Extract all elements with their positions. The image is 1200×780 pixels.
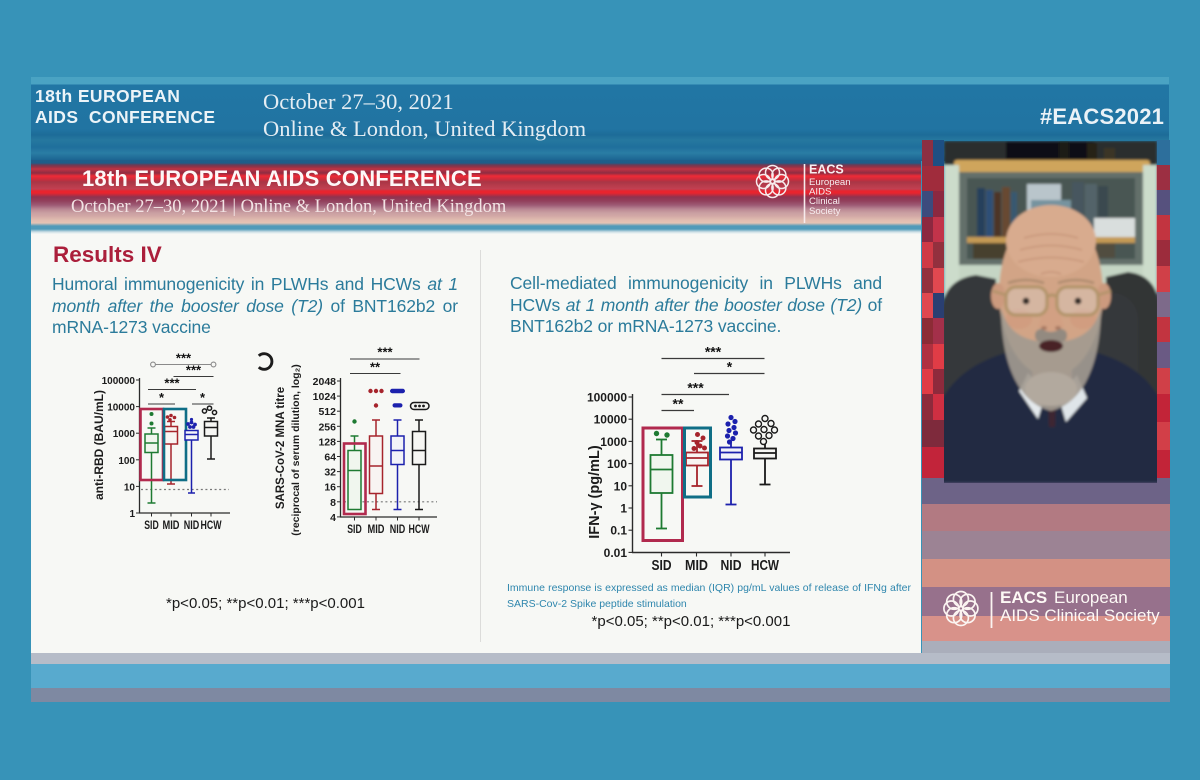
svg-text:*: * (200, 390, 206, 405)
svg-text:European: European (809, 177, 851, 188)
svg-text:***: *** (687, 380, 704, 396)
svg-text:32: 32 (324, 467, 336, 479)
svg-text:IFN-γ (pg/mL): IFN-γ (pg/mL) (587, 445, 603, 539)
svg-text:MID: MID (163, 518, 180, 532)
svg-text:512: 512 (318, 406, 336, 418)
svg-text:HCW: HCW (409, 522, 430, 536)
svg-text:***: *** (377, 345, 393, 360)
svg-text:***: *** (164, 376, 180, 391)
svg-text:***: *** (705, 344, 722, 360)
svg-text:NID: NID (184, 518, 200, 532)
svg-text:***: *** (176, 351, 192, 366)
svg-text:256: 256 (318, 421, 336, 433)
svg-text:*: * (727, 359, 733, 375)
svg-text:**: ** (673, 396, 684, 412)
svg-text:128: 128 (318, 436, 336, 448)
svg-text:10000: 10000 (107, 403, 135, 414)
svg-text:anti-RBD (BAU/mL): anti-RBD (BAU/mL) (92, 390, 106, 500)
svg-text:0.1: 0.1 (610, 524, 627, 538)
svg-text:16: 16 (324, 482, 336, 494)
svg-text:(reciprocal of serum dilution,: (reciprocal of serum dilution, log₂) (290, 364, 302, 536)
svg-text:64: 64 (324, 452, 336, 464)
svg-text:HCW: HCW (201, 518, 222, 532)
svg-text:MID: MID (368, 522, 385, 536)
svg-text:1000: 1000 (600, 435, 627, 449)
svg-text:100: 100 (607, 457, 627, 471)
svg-text:10000: 10000 (594, 413, 628, 427)
svg-text:Society: Society (809, 206, 841, 217)
svg-text:100000: 100000 (587, 391, 627, 405)
svg-text:**: ** (370, 360, 381, 375)
svg-text:100: 100 (118, 456, 135, 467)
svg-text:EACS: EACS (809, 163, 844, 177)
svg-text:NID: NID (390, 522, 406, 536)
svg-text:2048: 2048 (313, 376, 337, 388)
svg-text:8: 8 (330, 497, 336, 509)
svg-text:HCW: HCW (751, 558, 779, 574)
svg-text:1000: 1000 (113, 429, 136, 440)
svg-text:1: 1 (620, 502, 627, 516)
svg-text:European: European (1054, 588, 1128, 607)
svg-text:MID: MID (685, 558, 708, 574)
svg-text:*: * (159, 390, 165, 405)
svg-text:0.01: 0.01 (604, 546, 628, 560)
svg-text:***: *** (186, 363, 202, 378)
svg-text:100000: 100000 (102, 376, 136, 387)
svg-text:SARS-CoV-2 MNA titre: SARS-CoV-2 MNA titre (275, 387, 287, 509)
svg-text:10: 10 (614, 479, 628, 493)
svg-text:1024: 1024 (313, 391, 337, 403)
svg-text:10: 10 (124, 482, 136, 493)
svg-text:4: 4 (330, 512, 336, 524)
svg-text:SID: SID (347, 522, 362, 536)
svg-text:EACS: EACS (1000, 588, 1047, 607)
svg-text:AIDS: AIDS (809, 187, 831, 198)
svg-text:SID: SID (144, 518, 159, 532)
svg-text:AIDS Clinical Society: AIDS Clinical Society (1000, 606, 1160, 625)
svg-text:Clinical: Clinical (809, 196, 840, 207)
svg-text:NID: NID (721, 558, 742, 574)
svg-text:1: 1 (129, 509, 135, 520)
svg-text:SID: SID (652, 558, 672, 574)
